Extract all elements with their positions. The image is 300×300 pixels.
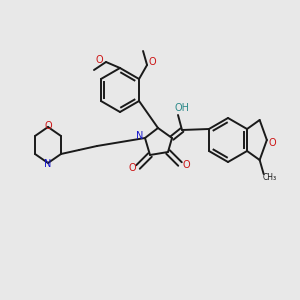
Text: CH₃: CH₃ [262,172,277,182]
Text: O: O [268,138,276,148]
Text: O: O [44,121,52,131]
Text: O: O [95,55,103,65]
Text: O: O [148,57,156,67]
Text: N: N [44,159,52,169]
Text: OH: OH [175,103,190,113]
Text: O: O [182,160,190,170]
Text: O: O [128,163,136,173]
Text: N: N [136,131,144,141]
